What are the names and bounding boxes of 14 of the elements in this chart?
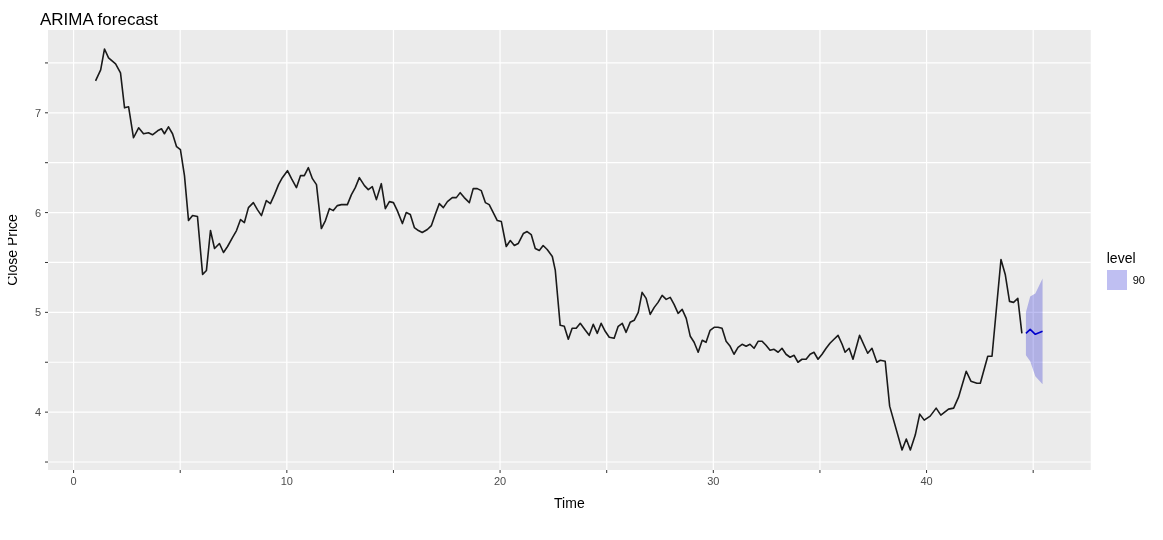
legend-label: 90 <box>1132 274 1145 286</box>
x-tick-label: 0 <box>70 475 77 487</box>
y-tick-label: 6 <box>34 206 41 219</box>
x-tick-label: 10 <box>280 475 293 487</box>
legend-title: level <box>1106 250 1137 266</box>
chart-title: ARIMA forecast <box>40 10 159 30</box>
x-tick-label: 30 <box>707 475 720 487</box>
line-series <box>94 48 1023 451</box>
y-tick-label: 5 <box>34 306 41 319</box>
x-tick-label: 40 <box>920 475 933 487</box>
y-tick-label: 4 <box>34 406 41 419</box>
x-tick-label: 20 <box>493 475 507 487</box>
x-axis-title: Time <box>554 495 585 511</box>
y-tick-label: 7 <box>34 106 41 119</box>
